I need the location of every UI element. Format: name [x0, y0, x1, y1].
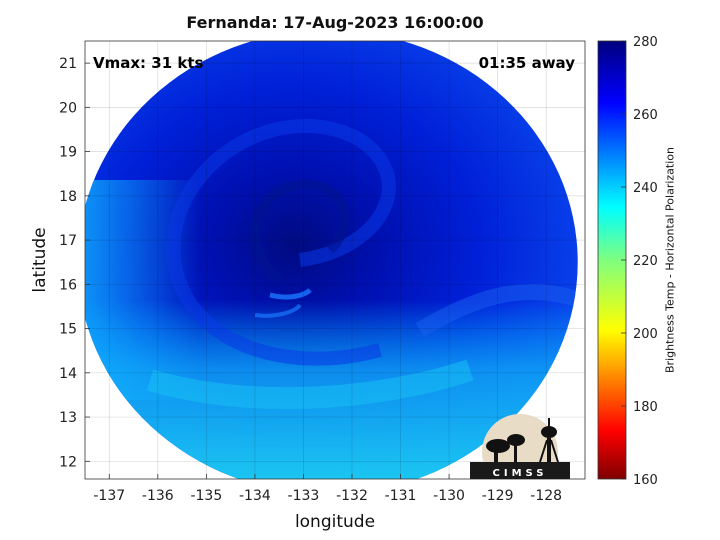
y-tick-label: 18	[59, 189, 77, 205]
colorbar-tick-label: 160	[633, 473, 658, 488]
colorbar-label: Brightness Temp - Horizontal Polarizatio…	[663, 147, 677, 373]
x-tick-label: -131	[385, 488, 417, 504]
time-away-annotation: 01:35 away	[479, 54, 576, 72]
y-axis-label: latitude	[30, 227, 50, 293]
colorbar-tick-label: 280	[633, 35, 658, 50]
x-tick-label: -130	[433, 488, 465, 504]
y-tick-label: 19	[59, 145, 77, 161]
colorbar-tick-label: 260	[633, 108, 658, 123]
x-tick-label: -133	[288, 488, 320, 504]
colorbar-tick-label: 240	[633, 181, 658, 196]
x-tick-label: -129	[482, 488, 514, 504]
x-axis-label: longitude	[294, 512, 376, 532]
y-tick-label: 13	[59, 410, 77, 426]
y-tick-label: 14	[59, 366, 77, 382]
axes-frame	[84, 40, 586, 480]
swath-image	[85, 41, 578, 479]
chart-title: Fernanda: 17-Aug-2023 16:00:00	[186, 13, 484, 32]
vmax-annotation: Vmax: 31 kts	[93, 54, 203, 72]
colorbar-ticks: 160 180 200 220 240 260 280	[621, 35, 658, 488]
y-tick-label: 15	[59, 322, 77, 338]
x-tick-label: -128	[530, 488, 562, 504]
y-tick-label: 16	[59, 277, 77, 293]
colorbar-tick-label: 200	[633, 327, 658, 342]
x-tick-label: -135	[190, 488, 222, 504]
cimss-logo: CIMSS	[470, 414, 570, 479]
x-axis-ticks: -137 -136 -135 -134 -133 -132 -131 -130 -129 -128	[93, 474, 562, 504]
y-tick-label: 20	[59, 100, 77, 116]
y-tick-label: 12	[59, 454, 77, 470]
logo-label: CIMSS	[493, 468, 548, 479]
x-tick-label: -132	[336, 488, 368, 504]
colorbar-tick-label: 220	[633, 254, 658, 269]
y-axis-ticks: 12 13 14 15 16 17 18 19 20 21	[59, 56, 90, 470]
colorbar-tick-label: 180	[633, 400, 658, 415]
x-tick-label: -137	[93, 488, 125, 504]
y-tick-label: 21	[59, 56, 77, 72]
y-tick-label: 17	[59, 233, 77, 249]
x-tick-label: -134	[239, 488, 271, 504]
x-tick-label: -136	[142, 488, 174, 504]
